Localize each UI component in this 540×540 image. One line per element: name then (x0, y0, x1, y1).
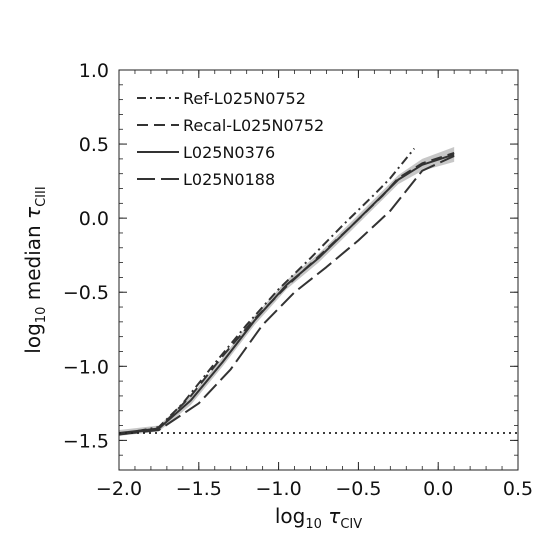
y-tick-label: −0.5 (63, 282, 109, 304)
legend: Ref-L025N0752 Recal-L025N0752 L025N0376 L02… (137, 89, 324, 189)
y-tick-label: 0.0 (79, 208, 109, 230)
legend-label: Ref-L025N0752 (183, 89, 306, 108)
x-tick-label: −0.5 (335, 478, 381, 500)
y-tick-label: −1.0 (63, 356, 109, 378)
y-tick-label: 1.0 (79, 60, 109, 82)
x-tick-label: −1.5 (176, 478, 222, 500)
y-tick-label: −1.5 (63, 430, 109, 452)
series-line-ref-l025n0752 (118, 147, 416, 436)
legend-label: Recal-L025N0752 (183, 116, 324, 135)
series-layer (118, 147, 518, 436)
y-axis-label: log10 median τCIII (21, 186, 49, 353)
series-line-l025n0376 (118, 153, 455, 434)
tick-layer: −2.0 −1.5 −1.0 −0.5 0.0 0.5 −1.5 −1.0 −0.5 0.0 0.5… (63, 60, 533, 500)
x-tick-label: −1.0 (256, 478, 302, 500)
x-tick-label: 0.0 (423, 478, 453, 500)
y-tick-label: 0.5 (79, 134, 109, 156)
legend-label: L025N0376 (183, 143, 275, 162)
series-line-recal-l025n0752 (118, 152, 455, 436)
x-tick-label: −2.0 (96, 478, 142, 500)
series-line-l025n0188 (118, 155, 455, 436)
x-tick-label: 0.5 (503, 478, 533, 500)
plot-frame (118, 69, 519, 471)
legend-label: L025N0188 (183, 170, 275, 189)
